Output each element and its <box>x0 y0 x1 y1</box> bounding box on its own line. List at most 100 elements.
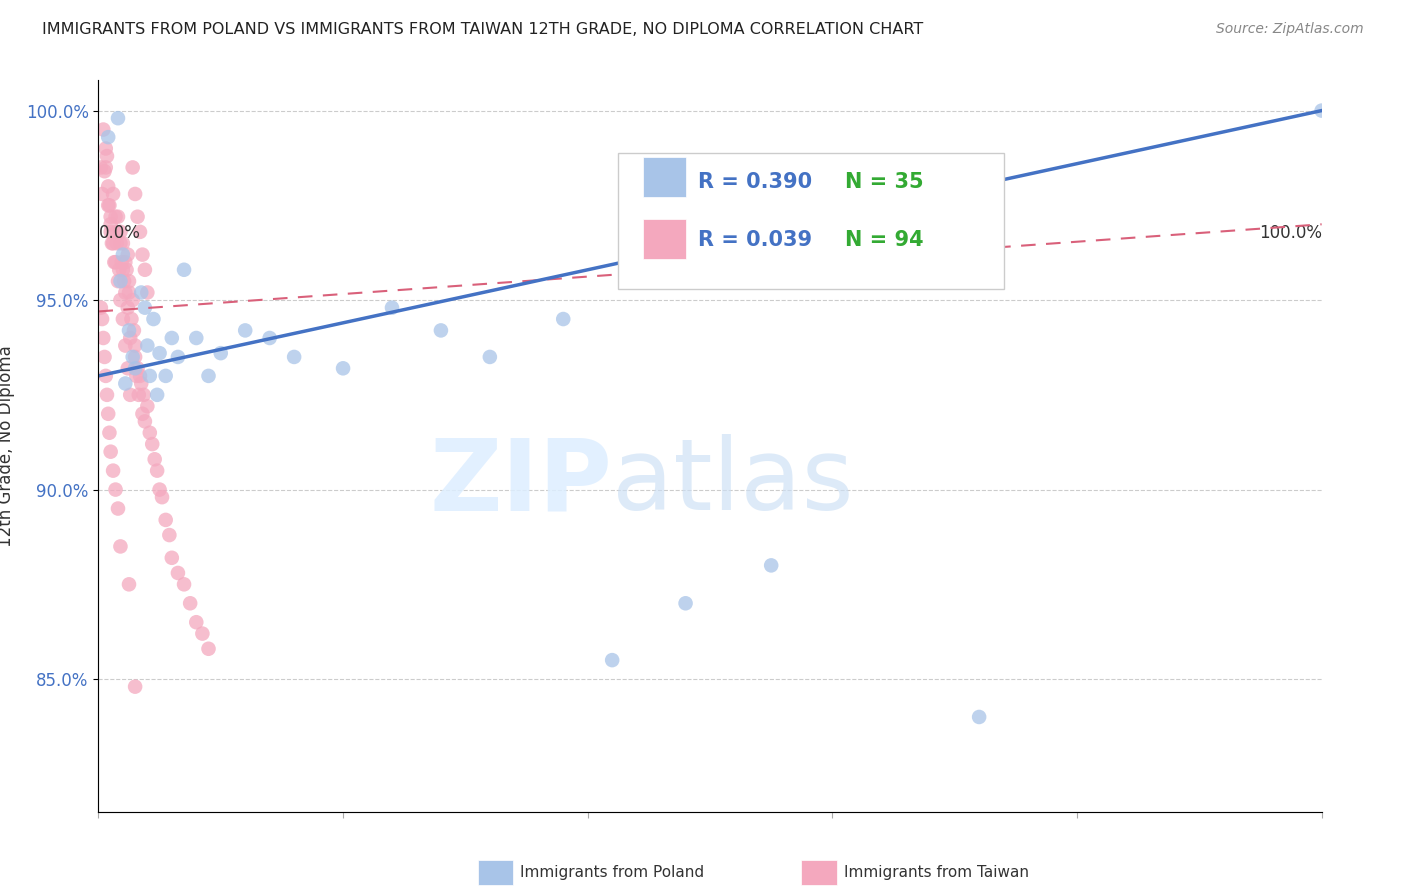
Point <box>91 331 114 345</box>
Point <box>127 361 149 376</box>
Point <box>93 164 115 178</box>
Point <box>104 210 127 224</box>
Point <box>117 301 139 315</box>
Point <box>118 285 141 300</box>
Point <box>122 323 145 337</box>
Text: atlas: atlas <box>612 434 853 531</box>
Point <box>110 225 132 239</box>
Point <box>197 641 219 656</box>
Point <box>124 680 146 694</box>
Point <box>117 247 139 261</box>
Point <box>149 483 172 497</box>
Text: R = 0.390: R = 0.390 <box>697 171 811 192</box>
Point <box>136 399 159 413</box>
Point <box>173 262 195 277</box>
Text: N = 94: N = 94 <box>845 230 924 251</box>
Point <box>141 437 163 451</box>
Point <box>132 388 155 402</box>
Point <box>129 376 152 391</box>
Point <box>430 323 453 337</box>
Point <box>114 376 136 391</box>
Point <box>186 615 208 630</box>
Point <box>167 566 190 580</box>
Point <box>124 361 146 376</box>
Point <box>104 255 127 269</box>
Text: Source: ZipAtlas.com: Source: ZipAtlas.com <box>1216 22 1364 37</box>
Point <box>110 540 132 554</box>
Text: 0.0%: 0.0% <box>98 225 141 243</box>
Point <box>191 626 214 640</box>
Point <box>101 236 124 251</box>
Point <box>96 388 118 402</box>
Point <box>553 312 575 326</box>
Point <box>111 236 134 251</box>
Point <box>100 217 122 231</box>
Point <box>112 274 135 288</box>
Point <box>108 262 131 277</box>
Point <box>146 388 169 402</box>
Point <box>93 350 115 364</box>
Point <box>114 338 136 352</box>
Text: N = 35: N = 35 <box>845 171 924 192</box>
FancyBboxPatch shape <box>619 153 1004 289</box>
Point <box>91 186 114 201</box>
Bar <box>643 219 686 260</box>
Point <box>121 293 143 307</box>
Point <box>233 323 256 337</box>
Point <box>478 350 501 364</box>
Bar <box>643 157 686 197</box>
Point <box>101 464 124 478</box>
Point <box>128 388 150 402</box>
Point <box>90 301 112 315</box>
Point <box>139 368 162 383</box>
Point <box>600 653 623 667</box>
Point <box>134 414 156 428</box>
Point <box>101 186 124 201</box>
Point <box>125 368 148 383</box>
Point <box>131 407 153 421</box>
Point <box>90 161 112 175</box>
Point <box>105 225 128 239</box>
Point <box>283 350 305 364</box>
Point <box>381 301 404 315</box>
Point <box>111 247 134 261</box>
Point <box>129 225 152 239</box>
Point <box>675 596 697 610</box>
Point <box>121 350 143 364</box>
Point <box>761 558 783 573</box>
Point <box>139 425 162 440</box>
Point <box>94 368 117 383</box>
Point <box>110 293 132 307</box>
Point <box>94 161 117 175</box>
Point <box>105 236 128 251</box>
Point <box>101 236 124 251</box>
Point <box>94 141 117 155</box>
Y-axis label: 12th Grade, No Diploma: 12th Grade, No Diploma <box>0 345 14 547</box>
Point <box>134 301 156 315</box>
Point <box>157 528 180 542</box>
Point <box>104 483 127 497</box>
Point <box>197 368 219 383</box>
Point <box>114 285 136 300</box>
Point <box>160 550 183 565</box>
Point <box>967 710 990 724</box>
Point <box>121 161 143 175</box>
Point <box>1310 103 1333 118</box>
Point <box>127 210 149 224</box>
Point <box>124 186 146 201</box>
Point <box>111 262 134 277</box>
Point <box>131 247 153 261</box>
Point <box>98 198 121 212</box>
Point <box>114 255 136 269</box>
Point <box>115 262 138 277</box>
Point <box>143 452 166 467</box>
Text: Immigrants from Poland: Immigrants from Poland <box>520 865 704 880</box>
Point <box>173 577 195 591</box>
Point <box>100 444 122 458</box>
Point <box>100 225 122 239</box>
Point <box>107 111 129 125</box>
Point <box>107 501 129 516</box>
Point <box>97 179 120 194</box>
Point <box>155 368 177 383</box>
Point <box>97 130 120 145</box>
